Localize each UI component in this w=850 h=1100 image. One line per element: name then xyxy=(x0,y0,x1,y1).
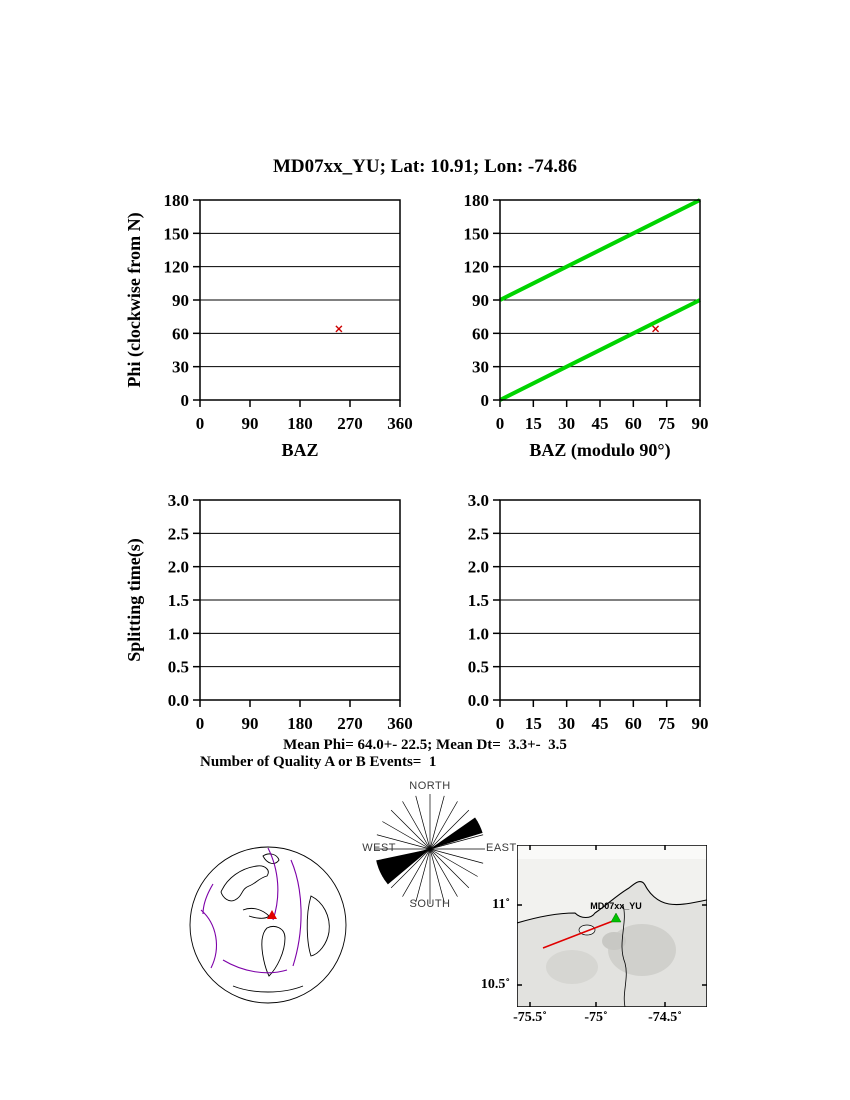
svg-text:60: 60 xyxy=(472,324,489,343)
svg-text:360: 360 xyxy=(387,414,413,433)
svg-text:30: 30 xyxy=(558,414,575,433)
svg-text:0: 0 xyxy=(496,714,505,733)
svg-text:0.5: 0.5 xyxy=(168,658,189,677)
map-lat-label-bottom: 10.5˚ xyxy=(480,977,510,992)
svg-text:150: 150 xyxy=(164,224,190,243)
svg-text:120: 120 xyxy=(464,258,490,277)
svg-text:45: 45 xyxy=(592,414,609,433)
splitting-time-vs-baz-mod90-chart: 0.0 0.5 1.0 1.5 2.0 2.5 3.0 0 15 30 45 60 75 90 xyxy=(468,491,709,733)
svg-text:0.5: 0.5 xyxy=(468,658,489,677)
map-ticks xyxy=(517,845,707,1007)
svg-text:Splitting time(s): Splitting time(s) xyxy=(124,538,145,662)
event-count-text: Number of Quality A or B Events= 1 xyxy=(200,754,437,770)
svg-text:90: 90 xyxy=(242,714,259,733)
svg-text:30: 30 xyxy=(472,358,489,377)
globe-station-marker xyxy=(267,910,277,919)
map-lon-label-right: -74.5˚ xyxy=(648,1010,682,1025)
map-relief-shade-3 xyxy=(602,932,626,950)
svg-text:30: 30 xyxy=(172,358,189,377)
svg-text:120: 120 xyxy=(164,258,190,277)
svg-text:360: 360 xyxy=(387,714,413,733)
svg-text:90: 90 xyxy=(242,414,259,433)
svg-text:150: 150 xyxy=(464,224,490,243)
svg-text:180: 180 xyxy=(464,191,490,210)
svg-text:270: 270 xyxy=(337,414,363,433)
svg-text:3.0: 3.0 xyxy=(168,491,189,510)
map-lon-label-middle: -75˚ xyxy=(584,1010,608,1025)
phi-vs-baz-chart: 0 30 60 90 120 150 180 0 90 180 270 360 BAZ Phi (cloc… xyxy=(124,191,413,460)
svg-text:0: 0 xyxy=(196,414,205,433)
svg-text:0: 0 xyxy=(496,414,505,433)
svg-text:1.0: 1.0 xyxy=(168,624,189,643)
globe-plate-boundaries xyxy=(200,847,302,974)
svg-text:90: 90 xyxy=(472,291,489,310)
map-relief-shade-1 xyxy=(608,924,676,976)
figure-title: MD07xx_YU; Lat: 10.91; Lon: -74.86 xyxy=(273,156,577,177)
svg-text:1.5: 1.5 xyxy=(468,591,489,610)
svg-text:15: 15 xyxy=(525,714,542,733)
map-top-band xyxy=(517,845,707,859)
rose-north-label: NORTH xyxy=(409,780,451,792)
svg-text:180: 180 xyxy=(287,414,313,433)
splitting-time-vs-baz-chart: 0.0 0.5 1.0 1.5 2.0 2.5 3.0 0 90 180 270 360 Splitti… xyxy=(124,491,413,733)
map-relief-shade-2 xyxy=(546,950,598,984)
svg-text:0: 0 xyxy=(196,714,205,733)
svg-text:1.5: 1.5 xyxy=(168,591,189,610)
svg-text:90: 90 xyxy=(172,291,189,310)
svg-text:75: 75 xyxy=(658,414,675,433)
svg-text:75: 75 xyxy=(658,714,675,733)
svg-text:180: 180 xyxy=(287,714,313,733)
map-sea-area xyxy=(517,845,707,923)
svg-text:2.5: 2.5 xyxy=(168,524,189,543)
map-coastline xyxy=(517,881,707,924)
svg-text:60: 60 xyxy=(172,324,189,343)
svg-text:0.0: 0.0 xyxy=(168,691,189,710)
svg-text:15: 15 xyxy=(525,414,542,433)
phi-vs-baz-mod90-chart: 0 30 60 90 120 150 180 0 15 30 45 60 75 90 BAZ (modulo… xyxy=(464,191,709,461)
svg-text:2.5: 2.5 xyxy=(468,524,489,543)
svg-text:Phi (clockwise from N): Phi (clockwise from N) xyxy=(124,212,145,387)
svg-text:1.0: 1.0 xyxy=(468,624,489,643)
rose-svg xyxy=(375,794,485,904)
svg-text:45: 45 xyxy=(592,714,609,733)
svg-text:BAZ: BAZ xyxy=(281,440,318,460)
rose-west-label: WEST xyxy=(362,842,396,854)
map-river xyxy=(621,904,627,1007)
svg-text:180: 180 xyxy=(164,191,190,210)
svg-text:BAZ (modulo 90°): BAZ (modulo 90°) xyxy=(529,440,670,461)
svg-text:90: 90 xyxy=(692,714,709,733)
rose-south-label: SOUTH xyxy=(409,898,451,910)
svg-text:90: 90 xyxy=(692,414,709,433)
mean-values-text: Mean Phi= 64.0+- 22.5; Mean Dt= 3.3+- 3.… xyxy=(283,737,567,753)
svg-text:0: 0 xyxy=(181,391,190,410)
svg-text:3.0: 3.0 xyxy=(468,491,489,510)
station-map: MD07xx_YU xyxy=(517,845,707,1007)
rose-east-label: EAST xyxy=(486,842,517,854)
svg-text:0: 0 xyxy=(481,391,490,410)
map-station-label: MD07xx_YU xyxy=(590,901,642,911)
svg-text:60: 60 xyxy=(625,414,642,433)
svg-text:270: 270 xyxy=(337,714,363,733)
map-event-path-line xyxy=(542,920,614,949)
svg-text:0.0: 0.0 xyxy=(468,691,489,710)
svg-text:2.0: 2.0 xyxy=(168,558,189,577)
map-station-marker xyxy=(610,912,622,923)
map-lat-label-top: 11˚ xyxy=(492,897,510,912)
svg-text:30: 30 xyxy=(558,714,575,733)
svg-text:60: 60 xyxy=(625,714,642,733)
svg-text:2.0: 2.0 xyxy=(468,558,489,577)
globe-map xyxy=(189,846,347,1004)
map-lon-label-left: -75.5˚ xyxy=(513,1010,547,1025)
globe-outline xyxy=(189,846,347,1004)
